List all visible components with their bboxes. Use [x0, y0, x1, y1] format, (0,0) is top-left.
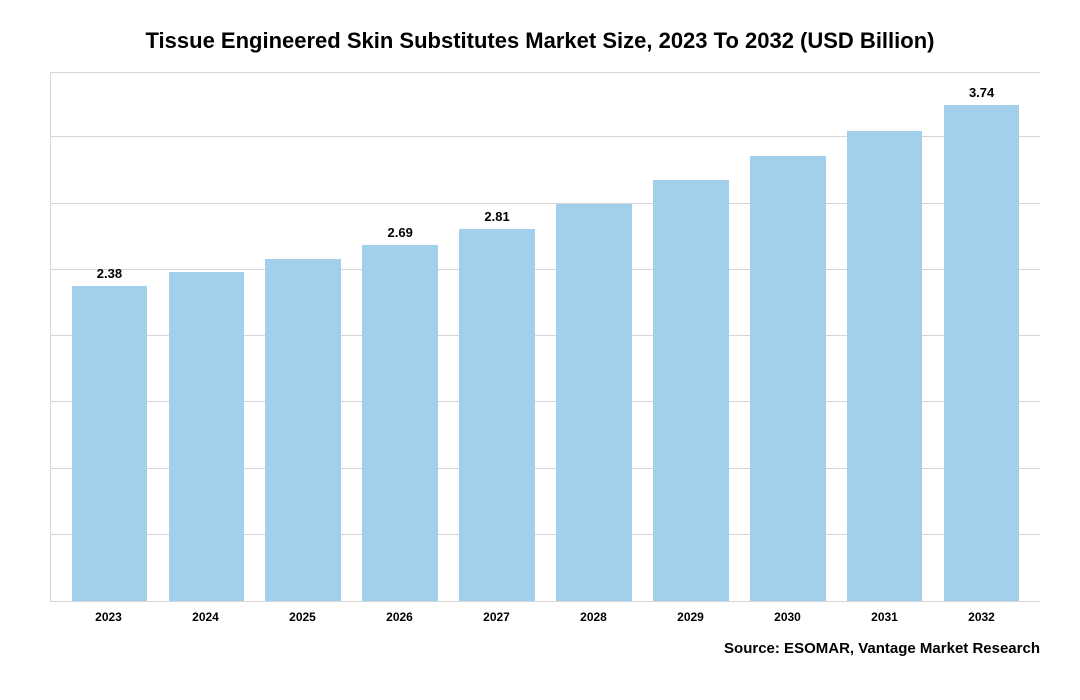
x-axis-label: 2032 — [933, 610, 1030, 624]
bar — [847, 131, 923, 601]
bar — [556, 204, 632, 602]
plot-area: 2.38 2.69 2.81 3.74 — [50, 72, 1040, 602]
x-axis-labels: 2023202420252026202720282029203020312032 — [50, 610, 1040, 624]
x-axis-label: 2029 — [642, 610, 739, 624]
bar-group — [836, 73, 933, 601]
bar-group: 2.69 — [352, 73, 449, 601]
bar — [265, 259, 341, 601]
bar — [362, 245, 438, 601]
bar-group — [642, 73, 739, 601]
x-axis-label: 2027 — [448, 610, 545, 624]
bar — [944, 105, 1020, 601]
x-axis-label: 2031 — [836, 610, 933, 624]
bar — [169, 272, 245, 601]
bar-group: 2.81 — [449, 73, 546, 601]
bar — [750, 156, 826, 601]
bar-group — [739, 73, 836, 601]
x-axis-label: 2024 — [157, 610, 254, 624]
x-axis-label: 2028 — [545, 610, 642, 624]
bar — [653, 180, 729, 601]
source-attribution: Source: ESOMAR, Vantage Market Research — [0, 640, 1040, 657]
chart-title: Tissue Engineered Skin Substitutes Marke… — [0, 0, 1080, 72]
bar-group: 2.38 — [61, 73, 158, 601]
bar-group — [546, 73, 643, 601]
x-axis-label: 2025 — [254, 610, 351, 624]
bar-group: 3.74 — [933, 73, 1030, 601]
bar-value-label: 2.69 — [388, 225, 413, 241]
bar-group — [158, 73, 255, 601]
bars-container: 2.38 2.69 2.81 3.74 — [51, 73, 1040, 601]
x-axis-label: 2023 — [60, 610, 157, 624]
bar — [459, 229, 535, 601]
x-axis-label: 2026 — [351, 610, 448, 624]
bar-value-label: 3.74 — [969, 85, 994, 101]
bar — [72, 286, 148, 601]
bar-value-label: 2.81 — [484, 209, 509, 225]
bar-value-label: 2.38 — [97, 266, 122, 282]
bar-group — [255, 73, 352, 601]
x-axis-label: 2030 — [739, 610, 836, 624]
